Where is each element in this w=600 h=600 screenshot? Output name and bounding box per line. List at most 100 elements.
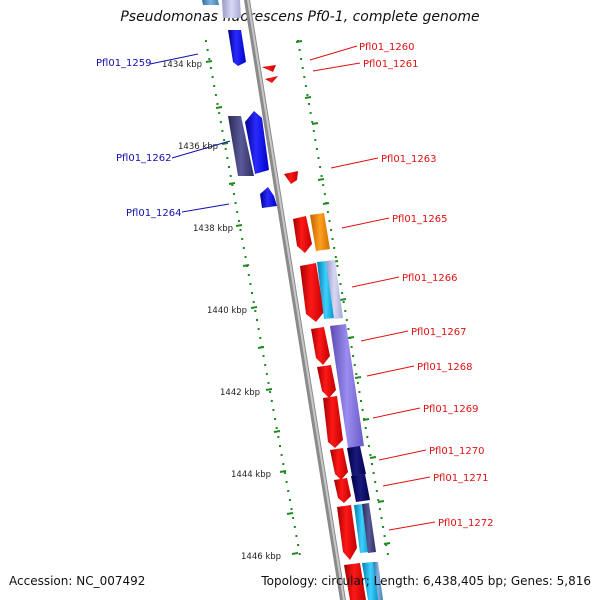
scale-dot <box>385 544 388 546</box>
gene-label[interactable]: Pfl01_1271 <box>433 473 489 484</box>
scale-dot <box>234 202 237 204</box>
scale-dot <box>236 211 239 213</box>
scale-dot <box>382 526 385 528</box>
scale-tick <box>369 456 377 459</box>
scale-dot <box>205 40 207 42</box>
scale-dot <box>297 544 300 546</box>
scale-dot <box>312 130 315 132</box>
gene-label[interactable]: Pfl01_1272 <box>438 518 494 529</box>
gene-arrow <box>323 396 343 448</box>
scale-dot <box>231 184 234 186</box>
gene-label[interactable]: Pfl01_1268 <box>417 362 473 373</box>
scale-tick <box>257 346 265 349</box>
gene-label[interactable]: Pfl01_1259 <box>96 58 152 69</box>
gene-features <box>202 0 383 600</box>
gene-label[interactable]: Pfl01_1265 <box>392 214 448 225</box>
scale-dot <box>285 481 288 483</box>
scale-tick <box>235 224 243 227</box>
scale-label: 1440 kbp <box>207 306 247 316</box>
gene-arrow <box>344 563 366 600</box>
gene-label[interactable]: Pfl01_1266 <box>402 273 458 284</box>
scale-dot <box>311 121 314 123</box>
scale-dot <box>330 229 333 231</box>
scale-dot <box>380 517 383 519</box>
scale-dot <box>383 535 386 537</box>
scale-dot <box>274 418 277 420</box>
gene-label[interactable]: Pfl01_1267 <box>411 327 467 338</box>
scale-dot <box>308 103 310 105</box>
gene-label[interactable]: Pfl01_1263 <box>381 154 437 165</box>
scale-dot <box>356 382 359 384</box>
scale-dot <box>374 481 377 483</box>
scale-dot <box>290 508 293 510</box>
scale-dot <box>209 67 212 69</box>
gene-label[interactable]: Pfl01_1260 <box>359 42 415 53</box>
gene-arrow <box>311 327 330 365</box>
scale-tick <box>286 512 294 515</box>
scale-dot <box>337 274 340 276</box>
gene-label[interactable]: Pfl01_1261 <box>363 59 419 70</box>
scale-dot <box>229 175 232 177</box>
gene-label[interactable]: Pfl01_1264 <box>126 208 182 219</box>
scale-dot <box>306 94 309 96</box>
scale-tick <box>291 552 299 555</box>
scale-dot <box>323 193 326 195</box>
scale-dot <box>367 445 370 447</box>
scale-dot <box>239 229 242 231</box>
scale-dot <box>372 472 375 474</box>
scale-dot <box>317 157 320 159</box>
scale-tick <box>279 470 287 473</box>
scale-dot <box>228 166 230 168</box>
scale-dot <box>213 85 216 87</box>
gene-label[interactable]: Pfl01_1270 <box>429 446 485 457</box>
scale-dot <box>369 454 372 456</box>
scale-tick <box>295 40 303 43</box>
scale-label: 1446 kbp <box>241 552 281 562</box>
scale-dot <box>339 283 342 285</box>
scale-dot <box>371 463 373 465</box>
scale-tick <box>383 542 391 545</box>
scale-dot <box>226 157 229 159</box>
reverse-gene-labels: Pfl01_1260 Pfl01_1261 Pfl01_1263 Pfl01_1… <box>359 42 494 529</box>
scale-dot <box>377 499 380 501</box>
scale-dot <box>322 184 325 186</box>
gene-arrow <box>373 562 383 600</box>
scale-dot <box>267 382 270 384</box>
scale-dot <box>272 409 275 411</box>
scale-dot <box>206 49 209 51</box>
scale-dot <box>336 265 339 267</box>
scale-dot <box>378 508 381 510</box>
scale-dot <box>241 238 244 240</box>
scale-dot <box>315 148 318 150</box>
scale-dot <box>364 427 367 429</box>
gene-arrow <box>262 65 276 72</box>
gene-arrow <box>228 116 254 176</box>
scale-dot <box>242 247 245 249</box>
label-leader-lines <box>149 45 436 531</box>
scale-tick <box>250 306 258 309</box>
scale-dot <box>304 85 307 87</box>
gene-arrow <box>354 504 370 553</box>
scale-tick <box>347 336 355 339</box>
scale-dot <box>283 472 286 474</box>
scale-dot <box>280 454 283 456</box>
scale-dot <box>298 553 301 555</box>
scale-dot <box>361 409 364 411</box>
genome-backbone <box>244 0 346 600</box>
scale-dot <box>262 355 265 357</box>
scale-tick <box>304 96 312 99</box>
scale-dot <box>353 364 356 366</box>
scale-dot <box>334 256 337 258</box>
gene-arrow <box>265 76 278 83</box>
scale-dot <box>341 292 344 294</box>
scale-dot <box>386 553 389 555</box>
scale-tick <box>311 122 319 125</box>
scale-dot <box>360 400 362 402</box>
scale-dot <box>257 328 260 330</box>
gene-arrow <box>245 111 269 174</box>
gene-label[interactable]: Pfl01_1262 <box>116 153 172 164</box>
scale-dot <box>293 526 296 528</box>
scale-dot <box>221 130 224 132</box>
gene-label[interactable]: Pfl01_1269 <box>423 404 479 415</box>
